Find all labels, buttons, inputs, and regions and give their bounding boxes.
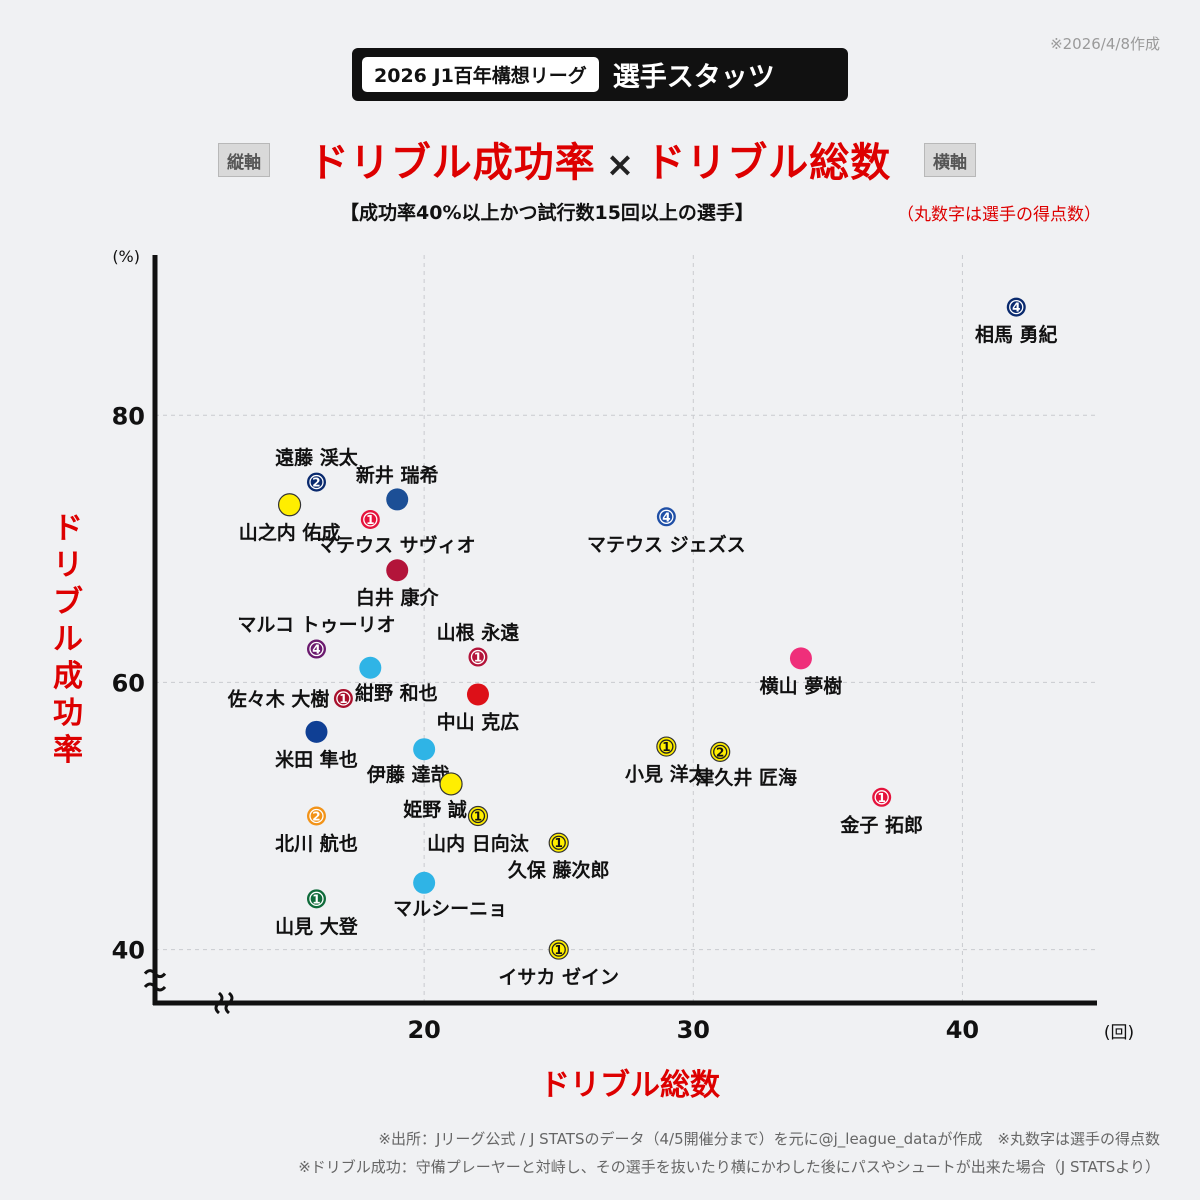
y-unit-label: (%) <box>112 247 140 266</box>
player-name-label: 山根 永遠 <box>437 621 520 644</box>
goal-badge-ring <box>551 835 566 850</box>
player-name-label: マテウス ジェズス <box>587 533 746 556</box>
data-point <box>386 488 409 511</box>
player-name-label: 北川 航也 <box>275 832 358 855</box>
player-name-label: 佐々木 大樹 <box>227 687 330 710</box>
y-tick-label: 80 <box>112 402 145 430</box>
x-tick-label: 40 <box>946 1016 979 1044</box>
goal-count-label: 1 <box>878 791 886 805</box>
chart-title: ドリブル成功率 × ドリブル総数 <box>286 130 914 188</box>
goal-count-label: 1 <box>662 740 670 754</box>
y-axis-label: ドリブル成功率 <box>53 511 83 768</box>
goal-count-label: 1 <box>555 836 563 850</box>
player-name-label: 伊藤 達哉 <box>366 763 450 786</box>
x-tick-label: 20 <box>407 1016 440 1044</box>
goal-badge-ring <box>363 512 378 527</box>
footer-source: ※出所：Jリーグ公式 / J STATSのデータ（4/5開催分まで）を元に@j_… <box>378 1130 1160 1148</box>
player-name-label: 横山 夢樹 <box>760 674 843 697</box>
chart-title-times: × <box>605 145 636 185</box>
chart-title-right: ドリブル総数 <box>645 140 892 186</box>
horizontal-axis-tag: 横軸 <box>924 143 976 177</box>
data-point <box>277 493 302 517</box>
player-name-label: 新井 瑞希 <box>356 463 439 486</box>
player-name-label: 小見 洋太 <box>625 763 709 786</box>
player-name-label: 久保 藤次郎 <box>508 859 610 882</box>
player-name-label: 白井 康介 <box>356 586 440 609</box>
title-bar: 2026 J1百年構想リーグ 選手スタッツ <box>352 48 848 101</box>
goal-badge-ring <box>1009 299 1024 315</box>
y-tick-label: 60 <box>112 669 145 697</box>
goal-count-label: 4 <box>312 643 320 657</box>
data-point <box>413 738 436 761</box>
goal-badge-ring <box>309 891 324 906</box>
goal-count-label: 2 <box>716 745 724 759</box>
y-tick-label: 40 <box>112 937 145 965</box>
vertical-axis-tag: 縦軸 <box>218 143 270 177</box>
x-axis-label: ドリブル総数 <box>540 1068 720 1103</box>
player-name-label: 相馬 勇紀 <box>975 323 1058 346</box>
y-axis-break-icon <box>143 969 167 992</box>
goal-count-label: 1 <box>474 810 482 824</box>
player-name-label: 中山 克広 <box>437 710 520 733</box>
player-name-label: マルシーニョ <box>393 898 507 920</box>
goal-count-label: 1 <box>366 513 374 527</box>
player-name-label: 山見 大登 <box>275 915 359 938</box>
x-axis-break-icon <box>214 991 234 1015</box>
player-name-label: 遠藤 渓太 <box>275 446 359 469</box>
goal-badge-ring <box>336 691 351 706</box>
footer-definition: ※ドリブル成功：守備プレーヤーと対峙し、その選手を抜いたり横にかわした後にパスや… <box>298 1158 1160 1176</box>
goal-count-label: 2 <box>312 810 320 824</box>
chart-title-left: ドリブル成功率 <box>308 140 596 186</box>
goal-badge-ring <box>659 739 674 754</box>
player-name-label: イサカ ゼイン <box>498 966 619 989</box>
goal-badge-ring <box>551 942 566 957</box>
player-name-label: 山内 日向汰 <box>427 832 530 855</box>
goal-count-label: 1 <box>339 692 347 706</box>
goal-badge-ring <box>309 474 324 490</box>
data-point <box>305 720 328 743</box>
x-tick-label: 30 <box>677 1016 710 1044</box>
player-name-label: マルコ トゥーリオ <box>237 614 395 636</box>
player-name-label: 紺野 和也 <box>355 682 438 705</box>
player-name-label: 姫野 誠 <box>403 798 467 821</box>
player-name-label: 米田 隼也 <box>275 748 358 771</box>
created-date-note: ※2026/4/8作成 <box>1050 35 1160 53</box>
player-name-label: 金子 拓郎 <box>839 813 923 836</box>
x-unit-label: (回) <box>1104 1023 1134 1043</box>
goal-count-label: 4 <box>1012 301 1020 315</box>
data-point <box>789 647 812 670</box>
goal-count-label: 1 <box>474 651 482 665</box>
goal-badge-ring <box>874 790 889 805</box>
player-name-label: 山之内 佑成 <box>239 521 341 544</box>
player-name-label: マテウス サヴィオ <box>317 533 476 556</box>
league-pill: 2026 J1百年構想リーグ <box>362 57 599 92</box>
goal-count-label: 1 <box>312 892 320 906</box>
chart-subtitle: 【成功率40%以上かつ試行数15回以上の選手】 <box>340 202 754 224</box>
header-title: 選手スタッツ <box>612 62 775 93</box>
data-point <box>386 559 409 582</box>
goals-note: （丸数字は選手の得点数） <box>897 205 1101 225</box>
goal-count-label: 2 <box>312 476 320 490</box>
player-name-label: 津久井 匠海 <box>695 766 797 789</box>
goal-badge-ring <box>309 808 324 824</box>
goal-badge-ring <box>470 808 486 824</box>
goal-badge-ring <box>659 509 674 524</box>
goal-count-label: 4 <box>662 510 670 524</box>
data-point <box>439 772 463 796</box>
goal-count-label: 1 <box>555 943 563 957</box>
data-point <box>359 656 382 679</box>
goal-badge-ring <box>713 744 728 760</box>
data-point <box>466 683 489 706</box>
goal-badge-ring <box>309 641 324 657</box>
data-point <box>413 871 436 894</box>
goal-badge-ring <box>470 649 486 665</box>
